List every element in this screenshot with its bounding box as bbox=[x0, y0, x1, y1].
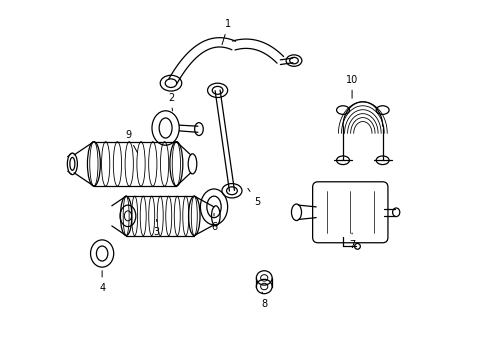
Text: 10: 10 bbox=[345, 75, 358, 98]
Text: 7: 7 bbox=[348, 233, 354, 249]
Text: 3: 3 bbox=[153, 220, 160, 237]
Text: 8: 8 bbox=[261, 292, 267, 309]
Text: 4: 4 bbox=[99, 271, 105, 293]
Text: 1: 1 bbox=[222, 19, 231, 45]
Text: 5: 5 bbox=[247, 188, 260, 207]
Text: 9: 9 bbox=[124, 130, 137, 152]
Text: 2: 2 bbox=[167, 93, 174, 111]
Text: 6: 6 bbox=[210, 213, 217, 231]
